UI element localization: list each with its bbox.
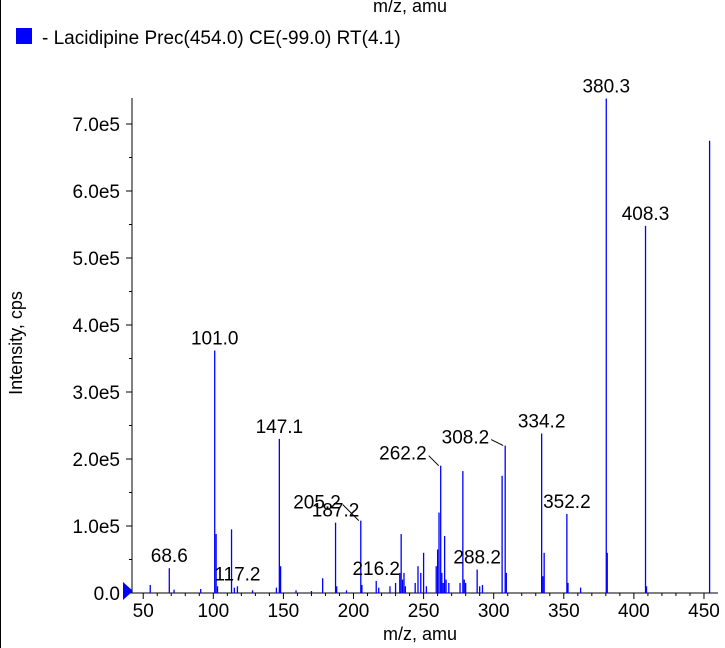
peak-label-leader [490, 439, 504, 447]
peak-label: 408.3 [622, 204, 670, 225]
legend-swatch [16, 28, 32, 44]
x-tick-label: 150 [268, 601, 300, 622]
y-tick-label: 7.0e5 [72, 115, 120, 136]
peak-label-leader [428, 455, 440, 467]
peak-label: 352.2 [543, 492, 591, 513]
x-tick-label: 300 [478, 601, 510, 622]
peak-label: 205.2 [293, 493, 341, 514]
peak-label: 334.2 [518, 412, 566, 433]
x-axis-title: m/z, amu [383, 624, 457, 644]
peak-label: 147.1 [256, 417, 304, 438]
peaks [149, 98, 711, 593]
y-tick-label: 2.0e5 [72, 450, 120, 471]
x-tick-label: 350 [548, 601, 580, 622]
x-tick-label: 200 [338, 601, 370, 622]
y-tick-label: 1.0e5 [72, 517, 120, 538]
peak-label: 288.2 [453, 548, 501, 569]
y-tick-label: 5.0e5 [72, 249, 120, 270]
y-tick-label: 3.0e5 [72, 383, 120, 404]
x-tick-label: 250 [408, 601, 440, 622]
x-tick-label: 100 [197, 601, 229, 622]
peak-label: 380.3 [582, 77, 630, 98]
y-axis-title: Intensity, cps [6, 291, 26, 395]
y-ticks: 0.0 1.0e5 2.0e5 3.0e5 4.0e5 5.0e5 6.0e5 7.0e5 [72, 115, 132, 605]
peak-label: 187.2 [312, 501, 360, 522]
y-tick-label: 6.0e5 [72, 182, 120, 203]
legend-label: - Lacidipine Prec(454.0) CE(-99.0) RT(4.… [42, 28, 401, 49]
top-axis-title: m/z, amu [373, 0, 447, 16]
precursor-marker [123, 582, 133, 600]
peak-label: 68.6 [151, 546, 188, 567]
peak-label: 308.2 [442, 428, 490, 449]
x-tick-label: 450 [688, 601, 720, 622]
x-tick-label: 400 [618, 601, 650, 622]
peak-label: 101.0 [191, 328, 239, 349]
x-tick-label: 50 [133, 601, 154, 622]
peak-label: 262.2 [379, 444, 427, 465]
y-tick-label: 0.0 [94, 584, 120, 605]
peak-label: 216.2 [352, 559, 400, 580]
peak-label-leader [342, 504, 360, 521]
peak-label: 117.2 [214, 564, 260, 585]
y-tick-label: 4.0e5 [72, 316, 120, 337]
x-ticks: 50 100 150 200 250 300 350 400 450 [133, 593, 720, 622]
